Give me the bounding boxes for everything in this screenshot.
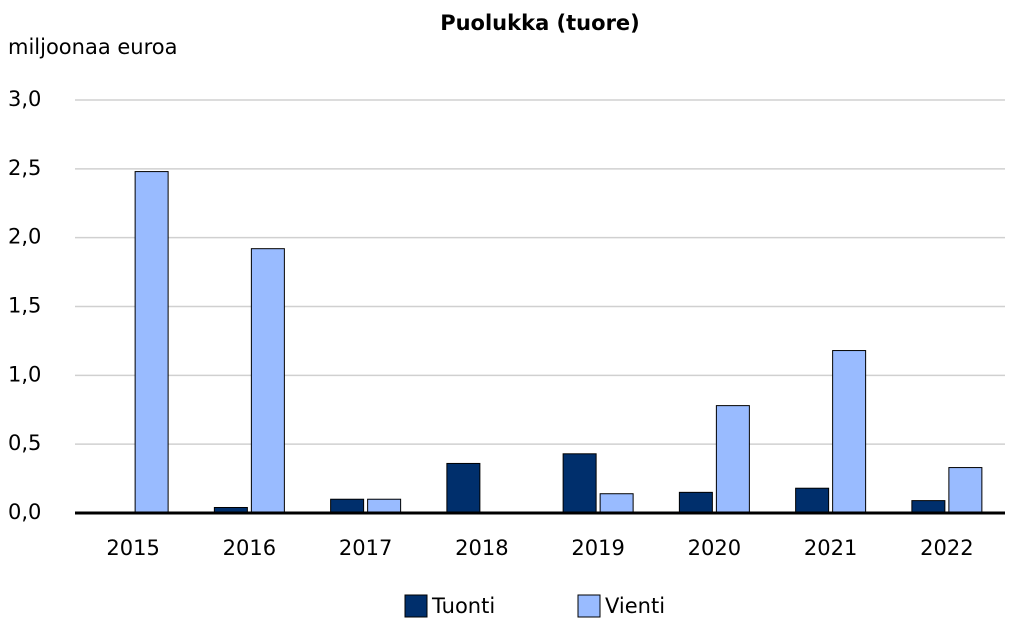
y-tick-label: 1,5 <box>8 294 41 318</box>
bar <box>250 248 285 514</box>
y-tick-label: 0,5 <box>8 431 41 455</box>
x-tick-label: 2017 <box>339 536 392 560</box>
y-axis-label: miljoonaa euroa <box>8 35 178 59</box>
y-tick-label: 3,0 <box>8 87 41 111</box>
x-tick-label: 2021 <box>804 536 857 560</box>
x-tick-label: 2020 <box>688 536 741 560</box>
x-tick-label: 2022 <box>920 536 973 560</box>
bar <box>134 171 169 514</box>
x-tick-label: 2015 <box>106 536 159 560</box>
chart-title: Puolukka (tuore) <box>440 11 640 35</box>
x-tick-label: 2018 <box>455 536 508 560</box>
bar <box>446 462 481 514</box>
legend-swatch <box>577 594 601 618</box>
bar <box>948 467 983 514</box>
bar <box>367 498 402 514</box>
bar <box>599 493 634 514</box>
x-tick-label: 2019 <box>571 536 624 560</box>
y-tick-label: 2,5 <box>8 156 41 180</box>
bar <box>715 405 750 514</box>
y-tick-label: 0,0 <box>8 500 41 524</box>
bar <box>832 350 867 514</box>
y-tick-label: 1,0 <box>8 362 41 386</box>
bar <box>911 500 946 514</box>
legend-label: Vienti <box>605 594 665 618</box>
legend-label: Tuonti <box>431 594 495 618</box>
x-tick-label: 2016 <box>223 536 276 560</box>
bar <box>562 453 597 514</box>
bar <box>678 491 713 514</box>
bar <box>795 487 830 514</box>
bar <box>330 498 365 514</box>
legend-swatch <box>404 594 428 618</box>
y-tick-label: 2,0 <box>8 225 41 249</box>
